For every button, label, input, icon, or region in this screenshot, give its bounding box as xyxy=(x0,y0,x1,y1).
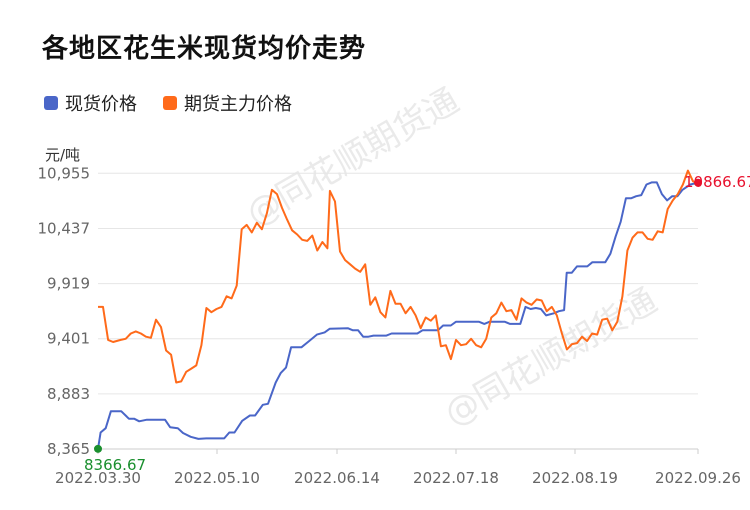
legend-swatch-futures xyxy=(163,96,177,110)
end-marker xyxy=(694,178,702,187)
chart-title: 各地区花生米现货均价走势 xyxy=(42,34,367,64)
y-tick-label: 8,365 xyxy=(47,440,90,458)
chart-legend: 现货价格 期货主力价格 xyxy=(44,90,318,116)
y-tick-label: 10,955 xyxy=(38,164,91,182)
x-tick-label: 2022.07.18 xyxy=(413,469,499,487)
legend-swatch-spot xyxy=(44,96,58,110)
x-tick-label: 2022.06.14 xyxy=(294,469,380,487)
series-line-futures xyxy=(98,169,699,384)
x-tick-label: 2022.05.10 xyxy=(174,469,260,487)
start-marker xyxy=(94,444,102,453)
y-tick-label: 10,437 xyxy=(38,219,91,237)
legend-item-futures[interactable]: 期货主力价格 xyxy=(163,90,292,116)
series-line-spot xyxy=(97,181,699,449)
x-tick-label: 2022.08.19 xyxy=(532,469,618,487)
legend-label-spot: 现货价格 xyxy=(65,94,137,115)
y-tick-label: 9,401 xyxy=(47,330,90,348)
legend-label-futures: 期货主力价格 xyxy=(184,94,292,115)
y-unit-label: 元/吨 xyxy=(45,146,80,164)
start-value-label: 8366.67 xyxy=(84,456,146,474)
x-tick-label: 2022.09.26 xyxy=(655,469,741,487)
x-tick-label: 2022.03.30 xyxy=(55,469,141,487)
end-value-label: 10866.67 xyxy=(684,173,750,191)
y-tick-label: 9,919 xyxy=(47,275,90,293)
y-tick-label: 8,883 xyxy=(47,385,90,403)
legend-item-spot[interactable]: 现货价格 xyxy=(44,90,137,116)
